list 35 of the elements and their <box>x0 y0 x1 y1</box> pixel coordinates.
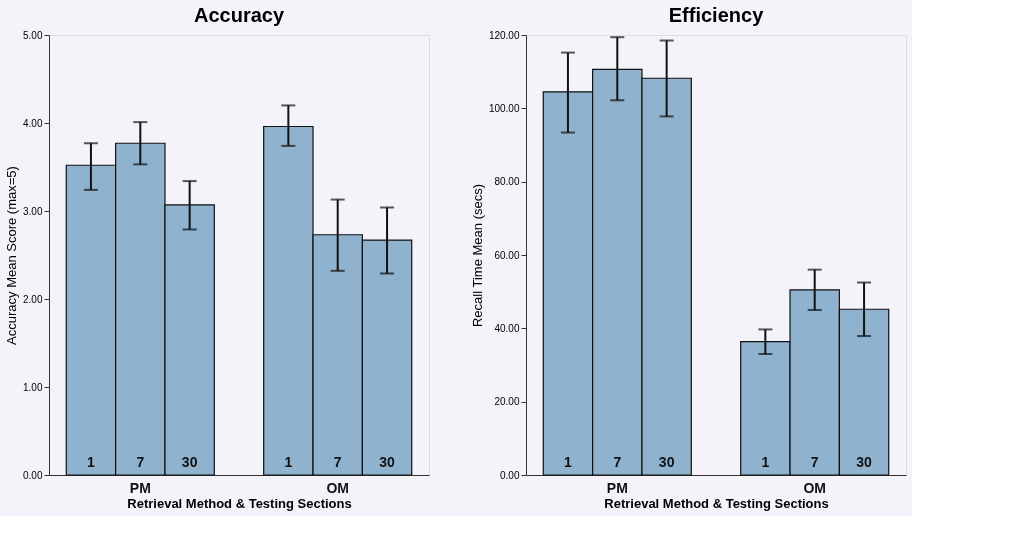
y-tick-label: 0.00 <box>23 469 43 481</box>
x-axis-title: Retrieval Method & Testing Sections <box>127 495 352 511</box>
y-tick-label: 1.00 <box>23 381 43 393</box>
x-tick-label: 7 <box>810 454 819 470</box>
y-tick-label: 4.00 <box>23 117 43 129</box>
chart-title: Accuracy <box>193 4 285 26</box>
x-tick-label: 1 <box>87 454 96 470</box>
y-tick-label: 80.00 <box>494 176 520 188</box>
y-tick-label: 2.00 <box>23 293 43 305</box>
x-tick-label: 7 <box>136 454 145 470</box>
x-axis-title: Retrieval Method & Testing Sections <box>604 495 829 511</box>
y-tick-label: 120.00 <box>488 29 520 41</box>
x-tick-label: 30 <box>856 454 873 470</box>
x-tick-label: 1 <box>284 454 293 470</box>
x-tick-label: 30 <box>379 454 396 470</box>
text: OM <box>803 480 826 496</box>
y-tick-label: 60.00 <box>494 249 520 261</box>
y-axis-title: Recall Time Mean (secs) <box>469 183 485 328</box>
x-tick-label: 1 <box>564 454 573 470</box>
text: PM <box>606 480 628 496</box>
x-tick-label: 1 <box>761 454 770 470</box>
x-tick-label: 7 <box>333 454 342 470</box>
x-tick-label: 30 <box>181 454 198 470</box>
y-tick-label: 0.00 <box>500 469 520 481</box>
y-tick-label: 100.00 <box>488 102 520 114</box>
y-tick-label: 5.00 <box>23 29 43 41</box>
y-axis-title: Accuracy Mean Score (max=5) <box>4 166 20 345</box>
y-tick-label: 3.00 <box>23 205 43 217</box>
text: PM <box>129 480 151 496</box>
y-tick-label: 40.00 <box>494 322 520 334</box>
text: OM <box>326 480 349 496</box>
x-tick-label: 30 <box>658 454 675 470</box>
x-tick-label: 7 <box>613 454 622 470</box>
chart-title: Efficiency <box>668 4 765 26</box>
y-tick-label: 20.00 <box>494 396 520 408</box>
